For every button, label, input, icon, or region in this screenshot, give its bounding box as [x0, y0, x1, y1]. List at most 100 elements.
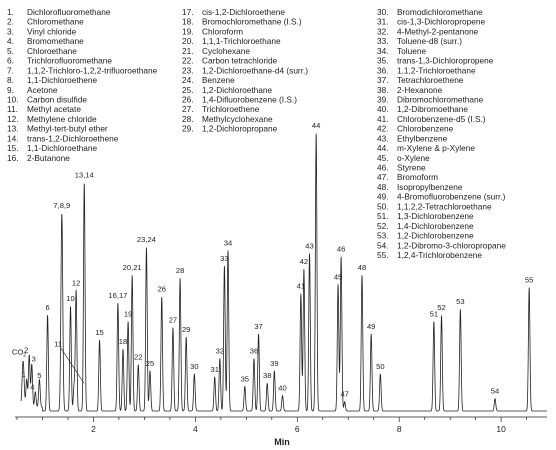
peak-label-leaders: [60, 348, 85, 384]
peak-label: 19: [124, 309, 132, 318]
legend-entry: 1,4-Dichlorobenzene: [397, 221, 474, 231]
peak-label: 46: [337, 245, 345, 254]
peak-label: 44: [312, 121, 320, 130]
legend-number: 44.: [377, 143, 389, 153]
peak-label: 48: [358, 263, 366, 272]
legend-number: 38.: [377, 85, 389, 95]
legend-number: 34.: [377, 46, 389, 56]
legend-entry: cis-1,3-Dichloropropene: [397, 17, 485, 27]
legend-entry: 2-Hexanone: [397, 85, 443, 95]
peak-label: 7,8,9: [53, 201, 70, 210]
peak-label: 6: [45, 303, 49, 312]
peak-label: 49: [367, 322, 375, 331]
legend-number: 21.: [182, 46, 194, 56]
legend-number: 46.: [377, 163, 389, 173]
legend-number: 23.: [182, 65, 194, 75]
x-tick-label: 8: [397, 424, 402, 434]
legend-entry: 1,2-Dibromoethane: [397, 104, 468, 114]
peak-label: 37: [254, 322, 262, 331]
x-ticks: 2 4 6 8 10: [16, 417, 527, 434]
legend-entry: 1,1,2-Trichloro-1,2,2-trifluoroethane: [27, 65, 158, 75]
peak-label: 41: [297, 282, 305, 291]
legend-number: 14.: [7, 133, 19, 143]
legend-entry: Bromomethane: [27, 36, 84, 46]
legend-entry: 2-Butanone: [27, 153, 70, 163]
peak-label: 20,21: [123, 263, 142, 272]
peak-label: 15: [95, 328, 103, 337]
peak-label: 23,24: [137, 235, 156, 244]
legend-entry: 4-Bromofluorobenzene (surr.): [397, 192, 506, 202]
legend-entry: 1,3-Dichlorobenzene: [397, 211, 474, 221]
legend-number: 9.: [7, 85, 14, 95]
peak-label: 10: [66, 294, 74, 303]
legend-number: 2.: [7, 17, 14, 27]
legend-entry: Chloroethane: [27, 46, 77, 56]
legend-number: 27.: [182, 104, 194, 114]
legend-entry: 1,1,2,2-Tetrachloroethane: [397, 201, 492, 211]
plot-area: CO21234567,8,910111213,141516,17181920,2…: [12, 121, 547, 412]
peak-label: 33: [220, 254, 228, 263]
peak-label: 53: [456, 297, 464, 306]
legend-number: 24.: [182, 75, 194, 85]
legend-entry: 1,2-Dichloropropane: [202, 124, 278, 134]
legend-number: 8.: [7, 75, 14, 85]
legend-entry: cis-1,2-Dichloroethene: [202, 7, 285, 17]
peak-label: 34: [224, 238, 232, 247]
peak-label: 35: [241, 374, 249, 383]
legend-entry: Methylene chloride: [27, 114, 97, 124]
peak-label: 32: [216, 346, 224, 355]
legend-entry: Isopropylbenzene: [397, 182, 463, 192]
legend-number: 45.: [377, 153, 389, 163]
peak-label: 31: [211, 365, 219, 374]
compound-legend: 1. Dichlorofluoromethane 2. Chloromethane 3.…: [7, 7, 506, 260]
peak-label: 26: [158, 285, 166, 294]
peak-label: 45: [334, 272, 342, 281]
peak-label-leader: [60, 348, 85, 384]
legend-entry: Styrene: [397, 163, 426, 173]
x-tick-label: 10: [496, 424, 506, 434]
legend-number: 39.: [377, 94, 389, 104]
peak-label: 29: [182, 325, 190, 334]
legend-entry: 1,1,2-Trichloroethane: [397, 65, 476, 75]
legend-entry: 1,1,1-Trichloroethane: [202, 36, 281, 46]
peak-label: 38: [263, 371, 271, 380]
peak-labels: CO21234567,8,910111213,141516,17181920,2…: [12, 121, 534, 399]
legend-entry: 1,2,4-Trichlorobenzene: [397, 250, 482, 260]
legend-entry: Trichlorofluoromethane: [27, 56, 112, 66]
peak-label: 55: [525, 275, 533, 284]
legend-number: 20.: [182, 36, 194, 46]
chromatogram-trace: [20, 133, 547, 412]
legend-number: 32.: [377, 26, 389, 36]
peak-label: 36: [250, 346, 258, 355]
peak-label: 12: [72, 278, 80, 287]
legend-number: 33.: [377, 36, 389, 46]
peak-label: 18: [119, 337, 127, 346]
legend-number: 4.: [7, 36, 14, 46]
peak-label: 39: [270, 359, 278, 368]
legend-entry: 1,1-Dichloroethane: [27, 143, 97, 153]
legend-entry: 1,2-Dichloroethane: [202, 85, 272, 95]
legend-entry: 1,1-Dichloroethene: [27, 75, 97, 85]
legend-entry: Chlorobenzene: [397, 124, 454, 134]
legend-entry: Benzene: [202, 75, 235, 85]
legend-number: 13.: [7, 124, 19, 134]
legend-entry: Trichloroethene: [202, 104, 260, 114]
legend-number: 7.: [7, 65, 14, 75]
legend-number: 40.: [377, 104, 389, 114]
legend-entry: Vinyl chloride: [27, 26, 77, 36]
legend-number: 51.: [377, 211, 389, 221]
x-tick-label: 4: [193, 424, 198, 434]
legend-number: 50.: [377, 201, 389, 211]
legend-entry: Acetone: [27, 85, 58, 95]
peak-label: 3: [32, 355, 36, 364]
legend-entry: Tetrachloroethene: [397, 75, 464, 85]
legend-entry: Bromochloromethane (I.S.): [202, 17, 302, 27]
legend-entry: 1,4-Difluorobenzene (I.S.): [202, 94, 297, 104]
legend-entry: Toluene-d8 (surr.): [397, 36, 462, 46]
legend-entry: Cyclohexane: [202, 46, 250, 56]
legend-number: 18.: [182, 17, 194, 27]
legend-entry: Chloroform: [202, 26, 243, 36]
legend-number: 31.: [377, 17, 389, 27]
legend-entry: Methyl-tert-butyl ether: [27, 124, 108, 134]
